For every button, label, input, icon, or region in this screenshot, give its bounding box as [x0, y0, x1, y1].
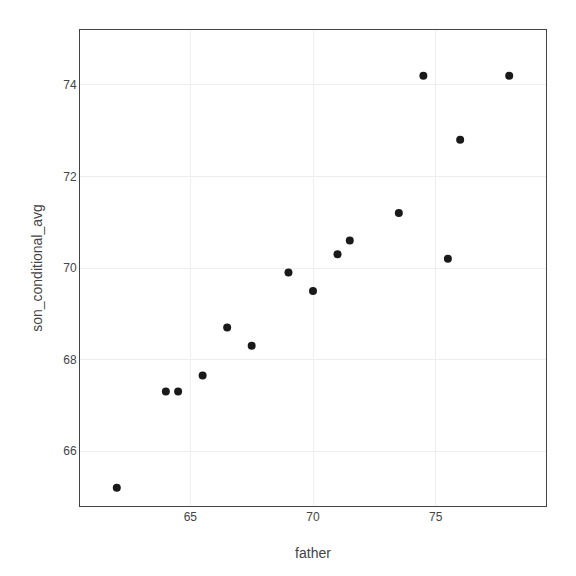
svg-text:74: 74: [63, 78, 77, 92]
svg-text:70: 70: [63, 261, 77, 275]
svg-text:75: 75: [429, 510, 443, 524]
svg-text:70: 70: [306, 510, 320, 524]
svg-text:72: 72: [63, 170, 77, 184]
svg-text:68: 68: [63, 353, 77, 367]
svg-text:65: 65: [184, 510, 198, 524]
svg-text:66: 66: [63, 444, 77, 458]
svg-text:son_conditional_avg: son_conditional_avg: [29, 204, 45, 332]
svg-text:father: father: [295, 545, 331, 561]
